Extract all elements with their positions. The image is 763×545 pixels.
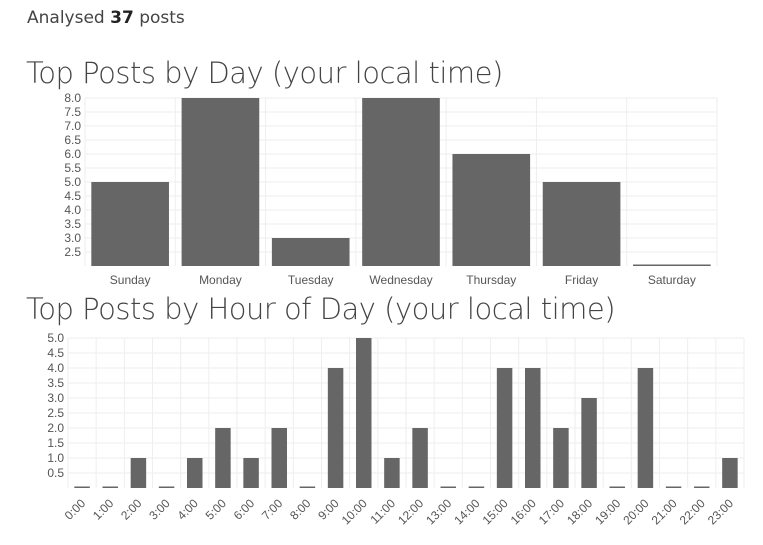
x-tick-label: Tuesday [288, 273, 334, 287]
bar-18:00 [581, 398, 597, 488]
x-tick-label: Wednesday [369, 273, 432, 287]
bar-6:00 [243, 458, 259, 488]
y-tick-label: 2.5 [64, 245, 81, 259]
bar-14:00 [468, 486, 485, 488]
y-tick-label: 1.5 [47, 436, 64, 450]
bar-0:00 [74, 486, 90, 488]
y-tick-label: 4.0 [47, 361, 64, 375]
bar-8:00 [299, 486, 316, 488]
x-tick-label: 1:00 [90, 496, 117, 523]
x-tick-label: 9:00 [315, 496, 342, 523]
bar-17:00 [553, 428, 569, 488]
bar-Saturday [633, 264, 711, 266]
x-tick-label: Saturday [648, 273, 696, 287]
y-tick-label: 7.0 [64, 119, 81, 133]
bar-7:00 [271, 428, 287, 488]
hour-chart-title: Top Posts by Hour of Day (your local tim… [26, 292, 616, 326]
x-tick-label: 6:00 [231, 496, 258, 523]
bar-10:00 [356, 338, 372, 488]
bar-Friday [542, 182, 621, 266]
y-tick-label: 3.0 [64, 231, 81, 245]
x-tick-label: 14:00 [451, 496, 482, 527]
y-tick-label: 0.5 [47, 466, 64, 480]
x-tick-label: Thursday [466, 273, 516, 287]
bar-Wednesday [362, 98, 440, 266]
y-tick-label: 5.0 [47, 331, 64, 345]
bar-Thursday [452, 154, 531, 266]
bar-Tuesday [271, 238, 350, 266]
y-tick-label: 3.5 [64, 217, 81, 231]
x-tick-label: 2:00 [118, 496, 145, 523]
y-tick-label: 6.0 [64, 147, 81, 161]
x-tick-label: 5:00 [203, 496, 230, 523]
x-tick-label: 23:00 [705, 496, 736, 527]
x-tick-label: 18:00 [564, 496, 595, 527]
x-tick-label: 4:00 [174, 496, 201, 523]
bar-20:00 [637, 368, 654, 488]
x-tick-label: 13:00 [423, 496, 454, 527]
bar-9:00 [327, 368, 344, 488]
x-tick-label: Monday [199, 273, 242, 287]
x-tick-label: 0:00 [62, 496, 89, 523]
y-tick-label: 4.5 [64, 189, 81, 203]
y-tick-label: 3.5 [47, 376, 64, 390]
bar-12:00 [412, 428, 428, 488]
bar-11:00 [384, 458, 400, 488]
x-tick-label: Sunday [110, 273, 151, 287]
summary-suffix: posts [139, 8, 185, 28]
x-tick-label: Friday [565, 273, 598, 287]
y-tick-label: 8.0 [64, 91, 81, 105]
y-tick-label: 4.0 [64, 203, 81, 217]
bar-13:00 [440, 486, 456, 488]
y-tick-label: 7.5 [64, 105, 81, 119]
y-tick-label: 4.5 [47, 346, 64, 360]
x-tick-label: 12:00 [395, 496, 426, 527]
x-tick-label: 20:00 [620, 496, 651, 527]
x-tick-label: 19:00 [592, 496, 623, 527]
x-tick-label: 8:00 [287, 496, 314, 523]
bar-2:00 [130, 458, 147, 488]
x-tick-label: 16:00 [508, 496, 539, 527]
y-tick-label: 1.0 [47, 451, 64, 465]
bar-1:00 [102, 486, 118, 488]
bar-16:00 [525, 368, 541, 488]
x-tick-label: 15:00 [480, 496, 511, 527]
y-tick-label: 5.5 [64, 161, 81, 175]
day-chart-title: Top Posts by Day (your local time) [26, 56, 503, 90]
x-tick-label: 11:00 [368, 496, 399, 527]
x-tick-label: 10:00 [339, 496, 370, 527]
bar-5:00 [215, 428, 231, 488]
bar-3:00 [158, 486, 175, 488]
y-tick-label: 5.0 [64, 175, 81, 189]
bar-21:00 [665, 486, 682, 488]
bar-15:00 [496, 368, 513, 488]
y-tick-label: 2.5 [47, 406, 64, 420]
post-count: 37 [110, 8, 134, 28]
analysed-summary: Analysed 37 posts [27, 8, 185, 28]
bar-Sunday [91, 182, 169, 266]
y-tick-label: 6.5 [64, 133, 81, 147]
x-tick-label: 21:00 [649, 496, 680, 527]
bar-19:00 [609, 486, 625, 488]
bar-23:00 [722, 458, 738, 488]
bar-22:00 [694, 486, 710, 488]
x-tick-label: 22:00 [677, 496, 708, 527]
bar-4:00 [187, 458, 203, 488]
x-tick-label: 17:00 [536, 496, 567, 527]
bar-Monday [181, 98, 260, 266]
y-tick-label: 2.0 [47, 421, 64, 435]
x-tick-label: 7:00 [259, 496, 286, 523]
x-tick-label: 3:00 [146, 496, 173, 523]
summary-prefix: Analysed [27, 8, 105, 28]
y-tick-label: 3.0 [47, 391, 64, 405]
